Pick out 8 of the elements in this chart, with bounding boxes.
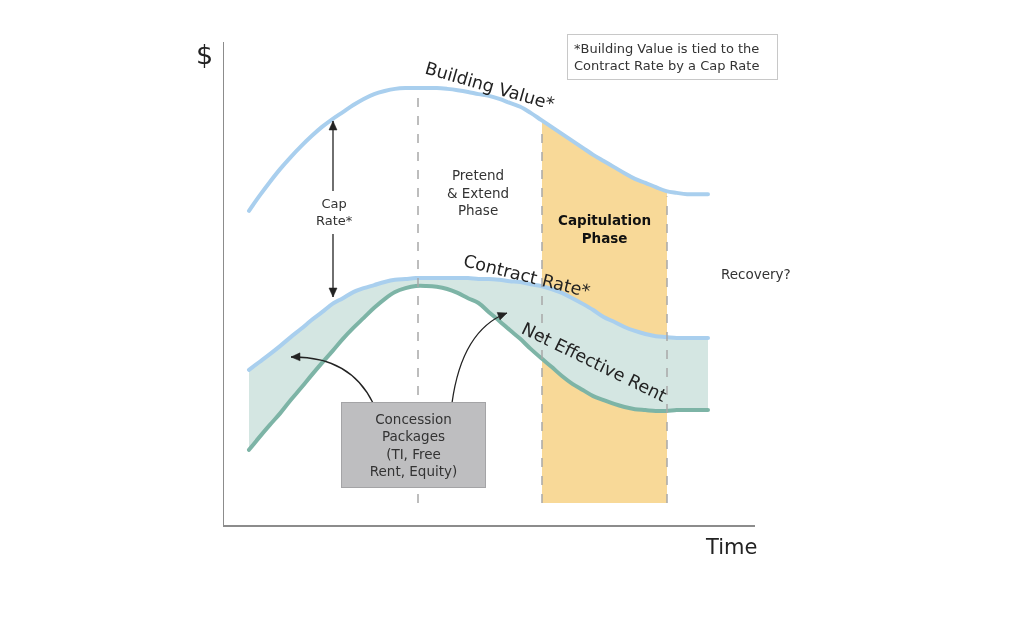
y-axis-title: $	[196, 39, 214, 70]
text: *Building Value is tied to the Contract Rate by a Cap Rate	[574, 41, 760, 73]
text: Recovery?	[721, 266, 791, 282]
x-axis-title: Time	[705, 535, 758, 559]
annotation: Capitulation Phase	[558, 212, 652, 246]
annotation: Cap Rate*	[316, 196, 353, 228]
annotation: Concession Packages (TI, Free Rent, Equity)	[369, 410, 458, 480]
annotation: Pretend & Extend Phase	[447, 167, 510, 219]
